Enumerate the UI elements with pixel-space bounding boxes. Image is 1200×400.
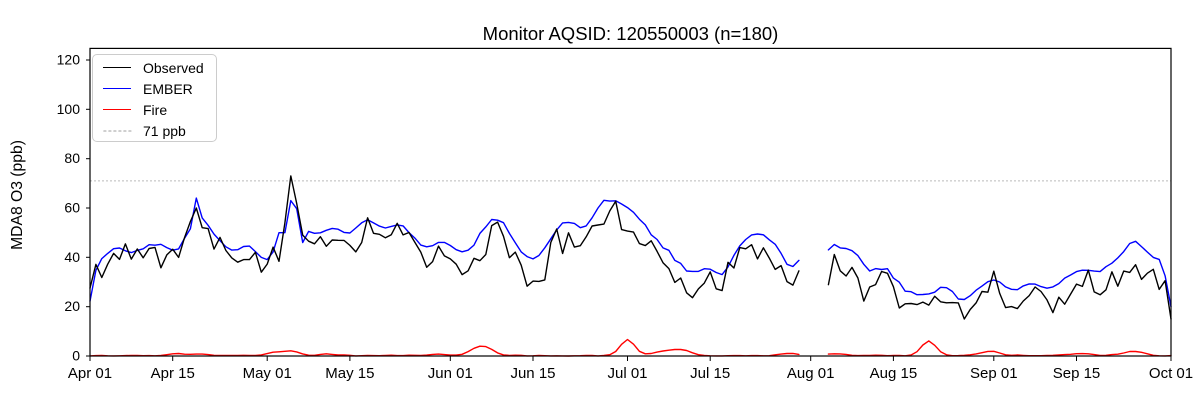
svg-text:Jun 15: Jun 15 bbox=[510, 365, 555, 382]
svg-text:Sep 01: Sep 01 bbox=[970, 365, 1018, 382]
svg-text:120: 120 bbox=[57, 52, 81, 68]
svg-text:Jul 15: Jul 15 bbox=[690, 365, 730, 382]
svg-text:Jun 01: Jun 01 bbox=[428, 365, 473, 382]
svg-text:Apr 15: Apr 15 bbox=[151, 365, 195, 382]
svg-text:Jul 01: Jul 01 bbox=[607, 365, 647, 382]
svg-text:0: 0 bbox=[72, 348, 80, 364]
svg-text:100: 100 bbox=[57, 101, 81, 117]
svg-text:May 15: May 15 bbox=[325, 365, 374, 382]
svg-text:Apr 01: Apr 01 bbox=[68, 365, 112, 382]
svg-text:MDA8 O3 (ppb): MDA8 O3 (ppb) bbox=[9, 140, 26, 250]
svg-text:Aug 01: Aug 01 bbox=[787, 365, 835, 382]
svg-text:Sep 15: Sep 15 bbox=[1053, 365, 1101, 382]
svg-text:May 01: May 01 bbox=[243, 365, 292, 382]
svg-text:Oct 01: Oct 01 bbox=[1149, 365, 1193, 382]
svg-text:20: 20 bbox=[64, 298, 80, 314]
svg-text:Aug 15: Aug 15 bbox=[870, 365, 918, 382]
svg-text:40: 40 bbox=[64, 249, 80, 265]
svg-text:60: 60 bbox=[64, 200, 80, 216]
svg-text:80: 80 bbox=[64, 150, 80, 166]
